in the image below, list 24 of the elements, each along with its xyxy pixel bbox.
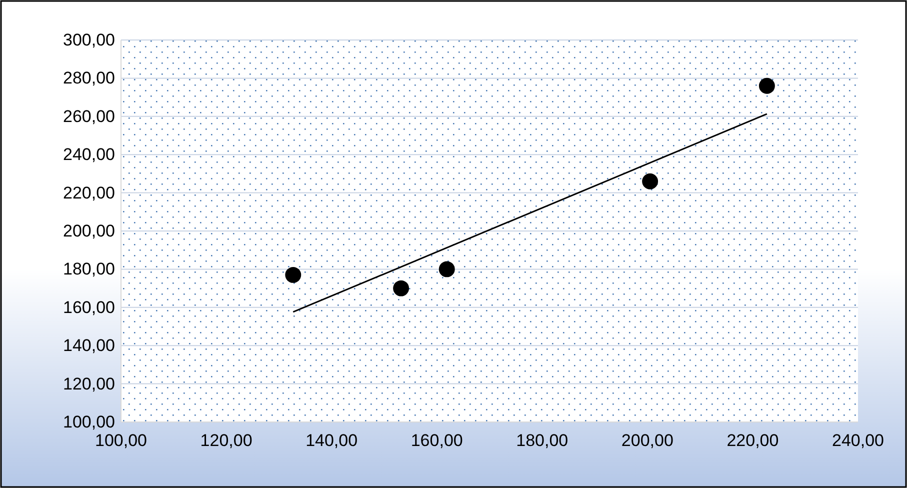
x-tick-label: 160,00 xyxy=(410,431,463,450)
x-tick-label: 180,00 xyxy=(516,431,568,450)
x-tick-label: 100,00 xyxy=(95,431,147,450)
y-tick-label: 300,00 xyxy=(63,30,115,50)
x-tick-label: 120,00 xyxy=(200,431,252,450)
point xyxy=(438,261,455,278)
x-tick-label: 200,00 xyxy=(621,431,674,450)
point xyxy=(758,78,775,94)
point xyxy=(642,173,658,190)
y-tick-label: 100,00 xyxy=(63,412,115,432)
y-tick-label: 180,00 xyxy=(63,260,115,279)
y-tick-label: 280,00 xyxy=(63,68,115,88)
x-tick-label: 240,00 xyxy=(832,431,884,450)
point xyxy=(393,280,410,296)
point xyxy=(285,266,302,283)
y-tick-label: 200,00 xyxy=(63,221,115,240)
y-tick-label: 120,00 xyxy=(63,374,115,394)
y-tick-label: 160,00 xyxy=(63,298,115,317)
y-tick-label: 260,00 xyxy=(63,106,115,126)
x-tick-label: 140,00 xyxy=(306,431,358,450)
y-tick-label: 240,00 xyxy=(63,145,115,164)
y-tick-label: 220,00 xyxy=(63,183,115,202)
x-tick-label: 220,00 xyxy=(726,431,779,450)
y-tick-label: 140,00 xyxy=(63,336,115,356)
